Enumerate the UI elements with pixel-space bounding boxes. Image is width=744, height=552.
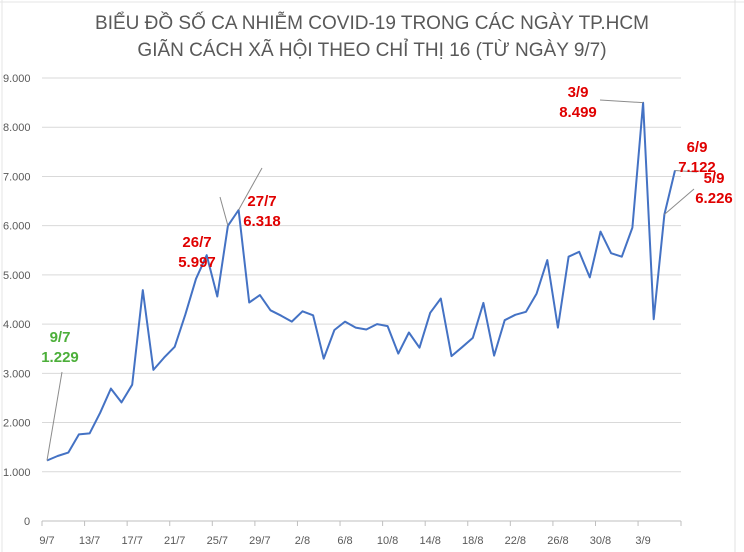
x-tick-label: 30/8: [590, 535, 611, 547]
annotation-date: 26/7: [182, 234, 211, 251]
series-line-path: [46, 101, 676, 462]
y-axis-ticks: 0 1.000 2.000 3.000 4.000 5.000 6.000 7.000 8.00…: [3, 73, 31, 528]
annotation-date: 27/7: [247, 193, 276, 210]
x-tick-label: 6/8: [337, 535, 352, 547]
y-tick-label: 6.000: [3, 221, 31, 233]
annotation-date: 5/9: [704, 170, 725, 187]
chart-title-line-2: GIÃN CÁCH XÃ HỘI THEO CHỈ THỊ 16 (TỪ NGÀ…: [137, 39, 606, 61]
annotation-leader-line: [46, 371, 63, 461]
annotation-value: 1.229: [41, 349, 79, 366]
x-tick-label: 21/7: [164, 535, 185, 547]
annotation-date: 9/7: [50, 329, 71, 346]
annotation-leader-line: [238, 167, 263, 211]
chart-title-line-1: BIỂU ĐỒ SỐ CA NHIỄM COVID-19 TRONG CÁC N…: [95, 12, 649, 34]
annotation-leader-line: [664, 188, 695, 215]
annotation-value: 5.997: [178, 254, 216, 271]
x-tick-label: 29/7: [249, 535, 270, 547]
y-tick-label: 7.000: [3, 171, 31, 183]
y-tick-label: 2.000: [3, 418, 31, 430]
y-tick-label: 9.000: [3, 73, 31, 85]
x-tick-label: 13/7: [79, 535, 100, 547]
annotation-value: 6.226: [695, 190, 733, 207]
series-line: [46, 101, 676, 462]
y-tick-label: 8.000: [3, 122, 31, 134]
x-tick-label: 26/8: [547, 535, 568, 547]
annotation-value: 6.318: [243, 213, 281, 230]
annotation-leader-line: [599, 99, 644, 104]
annotation-value: 7.122: [678, 159, 716, 176]
y-tick-label: 5.000: [3, 270, 31, 282]
annotations: 9/7 1.229 26/7 5.997 27/7 6.318 3/9 8.499 6/9 7.1…: [41, 84, 733, 461]
annotation-date: 3/9: [568, 84, 589, 101]
y-tick-label: 3.000: [3, 368, 31, 380]
x-tick-label: 10/8: [377, 535, 398, 547]
x-tick-label: 14/8: [419, 535, 440, 547]
annotation-date: 6/9: [687, 139, 708, 156]
x-tick-label: 18/8: [462, 535, 483, 547]
annotation-leader-line: [219, 196, 229, 226]
y-tick-label: 4.000: [3, 319, 31, 331]
y-gridlines: [42, 77, 681, 473]
annotation-value: 8.499: [559, 104, 597, 121]
x-tick-label: 25/7: [207, 535, 228, 547]
y-tick-label: 0: [24, 516, 30, 528]
x-axis: 9/7 13/7 17/7 21/7 25/7 29/7 2/8 6/8 10/8 14/8 18/…: [39, 520, 682, 547]
x-tick-label: 3/9: [635, 535, 650, 547]
x-tick-label: 17/7: [121, 535, 142, 547]
x-tick-label: 22/8: [505, 535, 526, 547]
y-tick-label: 1.000: [3, 467, 31, 479]
x-tick-label: 9/7: [39, 535, 54, 547]
x-tick-label: 2/8: [295, 535, 310, 547]
annotation-leader-line: [674, 169, 698, 173]
